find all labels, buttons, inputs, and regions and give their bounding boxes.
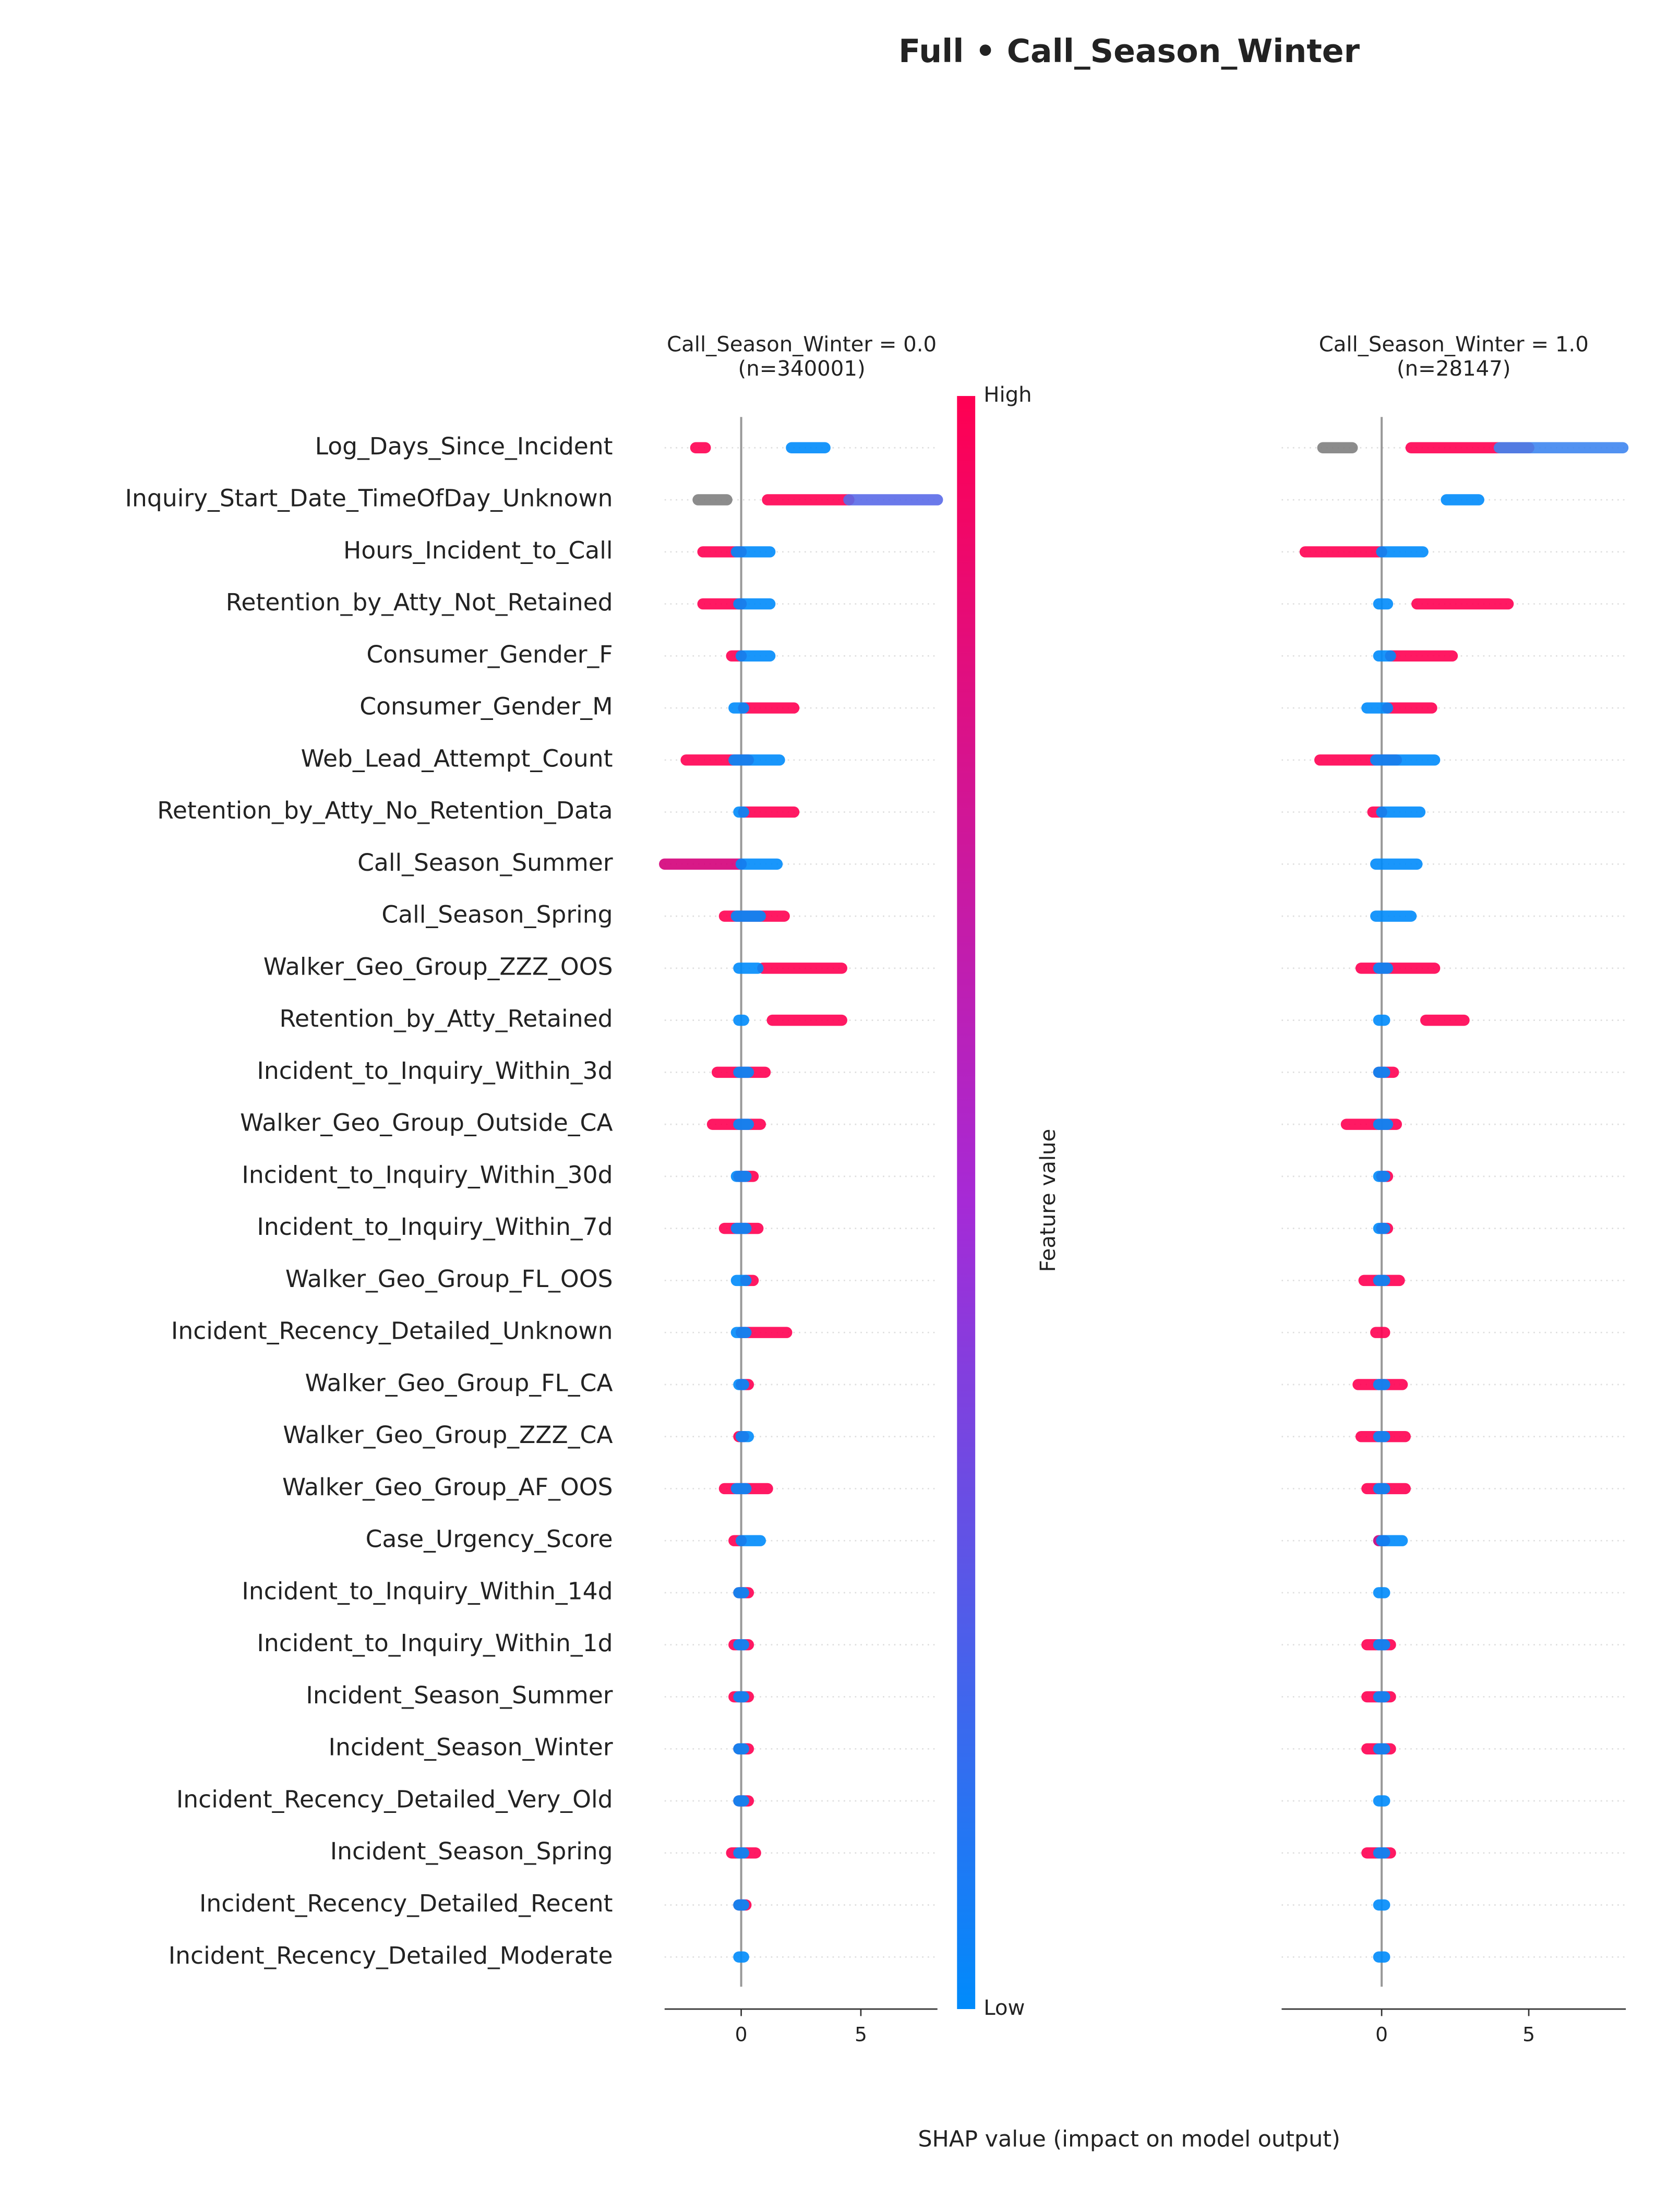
feature-label: Incident_Season_Spring <box>330 1837 613 1865</box>
x-tick-label: 5 <box>1522 2023 1535 2046</box>
x-tick-label: 5 <box>855 2023 867 2046</box>
panel-title: Call_Season_Winter = 0.0 (n=340001) <box>667 333 937 381</box>
x-tick-label: 0 <box>1375 2023 1388 2046</box>
feature-label: Case_Urgency_Score <box>366 1525 613 1553</box>
chart-title: Full • Call_Season_Winter <box>898 32 1360 70</box>
panel-title: Call_Season_Winter = 1.0 (n=28147) <box>1319 333 1589 381</box>
feature-label: Walker_Geo_Group_FL_CA <box>305 1369 613 1397</box>
feature-label: Incident_Season_Summer <box>306 1681 613 1709</box>
feature-label: Incident_Recency_Detailed_Very_Old <box>176 1785 613 1813</box>
feature-label: Retention_by_Atty_No_Retention_Data <box>157 797 613 824</box>
feature-label: Walker_Geo_Group_ZZZ_CA <box>283 1421 613 1449</box>
feature-label: Incident_Recency_Detailed_Recent <box>199 1890 613 1917</box>
feature-label: Call_Season_Summer <box>357 849 613 876</box>
colorbar-low: Low <box>984 1996 1025 2020</box>
x-axis-label: SHAP value (impact on model output) <box>918 2126 1340 2153</box>
feature-label: Incident_to_Inquiry_Within_1d <box>257 1629 613 1657</box>
feature-label: Walker_Geo_Group_ZZZ_OOS <box>263 953 613 980</box>
feature-label: Log_Days_Since_Incident <box>315 432 613 460</box>
feature-label: Consumer_Gender_F <box>366 641 613 668</box>
colorbar-label: Feature value <box>1036 1129 1060 1272</box>
feature-label: Call_Season_Spring <box>381 901 613 929</box>
feature-label: Retention_by_Atty_Retained <box>279 1005 613 1032</box>
feature-label: Consumer_Gender_M <box>359 693 613 720</box>
feature-label: Incident_to_Inquiry_Within_14d <box>242 1577 613 1605</box>
colorbar-high: High <box>984 383 1032 407</box>
feature-label: Walker_Geo_Group_AF_OOS <box>282 1473 613 1501</box>
feature-label: Incident_Recency_Detailed_Unknown <box>171 1317 613 1345</box>
feature-label: Incident_Season_Winter <box>329 1734 613 1761</box>
feature-label: Incident_to_Inquiry_Within_7d <box>257 1213 613 1241</box>
colorbar <box>957 396 976 2010</box>
feature-label: Retention_by_Atty_Not_Retained <box>226 588 613 616</box>
feature-label: Inquiry_Start_Date_TimeOfDay_Unknown <box>125 485 613 512</box>
feature-label: Incident_to_Inquiry_Within_30d <box>242 1161 613 1188</box>
feature-label: Incident_Recency_Detailed_Moderate <box>169 1942 613 1969</box>
x-tick-label: 0 <box>735 2023 748 2046</box>
feature-label: Walker_Geo_Group_FL_OOS <box>285 1265 613 1293</box>
feature-label: Walker_Geo_Group_Outside_CA <box>240 1109 613 1137</box>
feature-label: Web_Lead_Attempt_Count <box>301 744 613 772</box>
feature-label: Hours_Incident_to_Call <box>343 536 613 564</box>
feature-label: Incident_to_Inquiry_Within_3d <box>257 1057 613 1085</box>
